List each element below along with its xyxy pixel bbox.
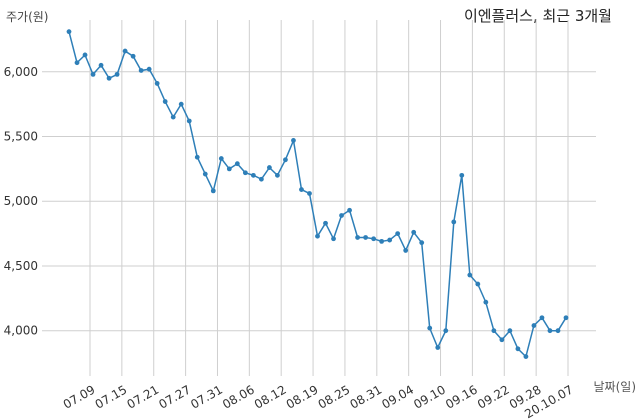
- data-point: [523, 354, 529, 359]
- data-point: [555, 328, 561, 334]
- data-point: [90, 71, 96, 77]
- data-point: [162, 99, 168, 104]
- data-point: [459, 172, 465, 178]
- data-point: [411, 229, 417, 235]
- data-point: [315, 233, 320, 239]
- data-point: [170, 114, 176, 120]
- data-point: [226, 166, 232, 172]
- y-tick-label: 4,500: [4, 259, 38, 273]
- data-point: [451, 219, 457, 225]
- data-point: [403, 248, 409, 253]
- data-point: [395, 231, 401, 237]
- series-line: [68, 31, 567, 359]
- x-tick-label: 09.16: [443, 382, 480, 411]
- data-point: [275, 172, 280, 178]
- data-point: [66, 29, 72, 35]
- x-tick-label: 07.31: [188, 382, 225, 411]
- y-axis-label: 주가(원): [6, 10, 49, 24]
- data-point: [138, 68, 144, 73]
- data-point: [547, 328, 553, 334]
- data-point: [427, 325, 433, 331]
- data-point: [258, 176, 264, 182]
- data-point: [82, 52, 88, 58]
- data-point: [267, 165, 272, 170]
- x-tick-label: 07.21: [124, 382, 161, 411]
- x-tick-label: 08.19: [284, 382, 321, 411]
- data-point: [146, 66, 152, 72]
- y-tick-label: 5,000: [4, 194, 38, 208]
- data-point: [299, 187, 304, 192]
- data-point: [114, 71, 120, 77]
- data-point: [507, 328, 513, 334]
- data-point: [291, 137, 296, 143]
- data-point: [435, 345, 441, 350]
- data-point: [194, 154, 200, 160]
- data-point: [483, 299, 489, 305]
- data-point: [283, 157, 288, 163]
- y-tick-label: 4,000: [4, 324, 38, 338]
- chart-title: 이엔플러스, 최근 3개월: [463, 7, 612, 25]
- data-point: [74, 60, 80, 66]
- data-point: [363, 235, 368, 240]
- data-point: [98, 62, 104, 68]
- data-point: [323, 220, 328, 226]
- data-point: [210, 188, 216, 194]
- data-point: [178, 101, 184, 107]
- data-point: [130, 53, 136, 59]
- x-tick-label: 08.06: [220, 382, 257, 411]
- x-axis-label: 날짜(일): [593, 380, 636, 394]
- data-point: [106, 75, 112, 81]
- x-tick-label: 07.09: [61, 382, 98, 411]
- x-tick-label: 09.04: [379, 382, 416, 411]
- data-point: [331, 236, 336, 242]
- data-point: [202, 171, 208, 177]
- y-tick-label: 5,500: [4, 130, 38, 144]
- data-point: [186, 118, 192, 124]
- data-point: [563, 315, 569, 321]
- x-tick-label: 07.15: [93, 382, 130, 411]
- data-point: [339, 213, 344, 218]
- data-point: [122, 48, 128, 54]
- data-point: [218, 156, 224, 161]
- data-point: [242, 170, 248, 176]
- data-point: [347, 207, 352, 213]
- data-point: [387, 237, 393, 243]
- x-tick-label: 09.10: [411, 382, 448, 411]
- data-point: [154, 81, 160, 86]
- x-tick-label: 08.31: [348, 382, 385, 411]
- data-point: [355, 235, 360, 240]
- data-point: [475, 281, 481, 287]
- data-point: [419, 240, 425, 246]
- data-point: [467, 272, 473, 278]
- data-point: [539, 315, 545, 321]
- data-point: [515, 346, 521, 352]
- data-point: [443, 328, 449, 334]
- data-point: [234, 161, 240, 167]
- x-tick-label: 08.12: [252, 382, 289, 411]
- data-point: [371, 236, 377, 242]
- y-tick-label: 6,000: [4, 65, 38, 79]
- data-point: [307, 191, 312, 196]
- x-tick-label: 09.22: [475, 382, 512, 411]
- x-tick-label: 08.25: [316, 382, 353, 411]
- x-tick-label: 07.27: [156, 382, 193, 411]
- data-point: [379, 238, 385, 244]
- data-point: [499, 337, 505, 343]
- data-point: [491, 328, 497, 334]
- data-point: [250, 172, 256, 178]
- data-point: [531, 323, 537, 328]
